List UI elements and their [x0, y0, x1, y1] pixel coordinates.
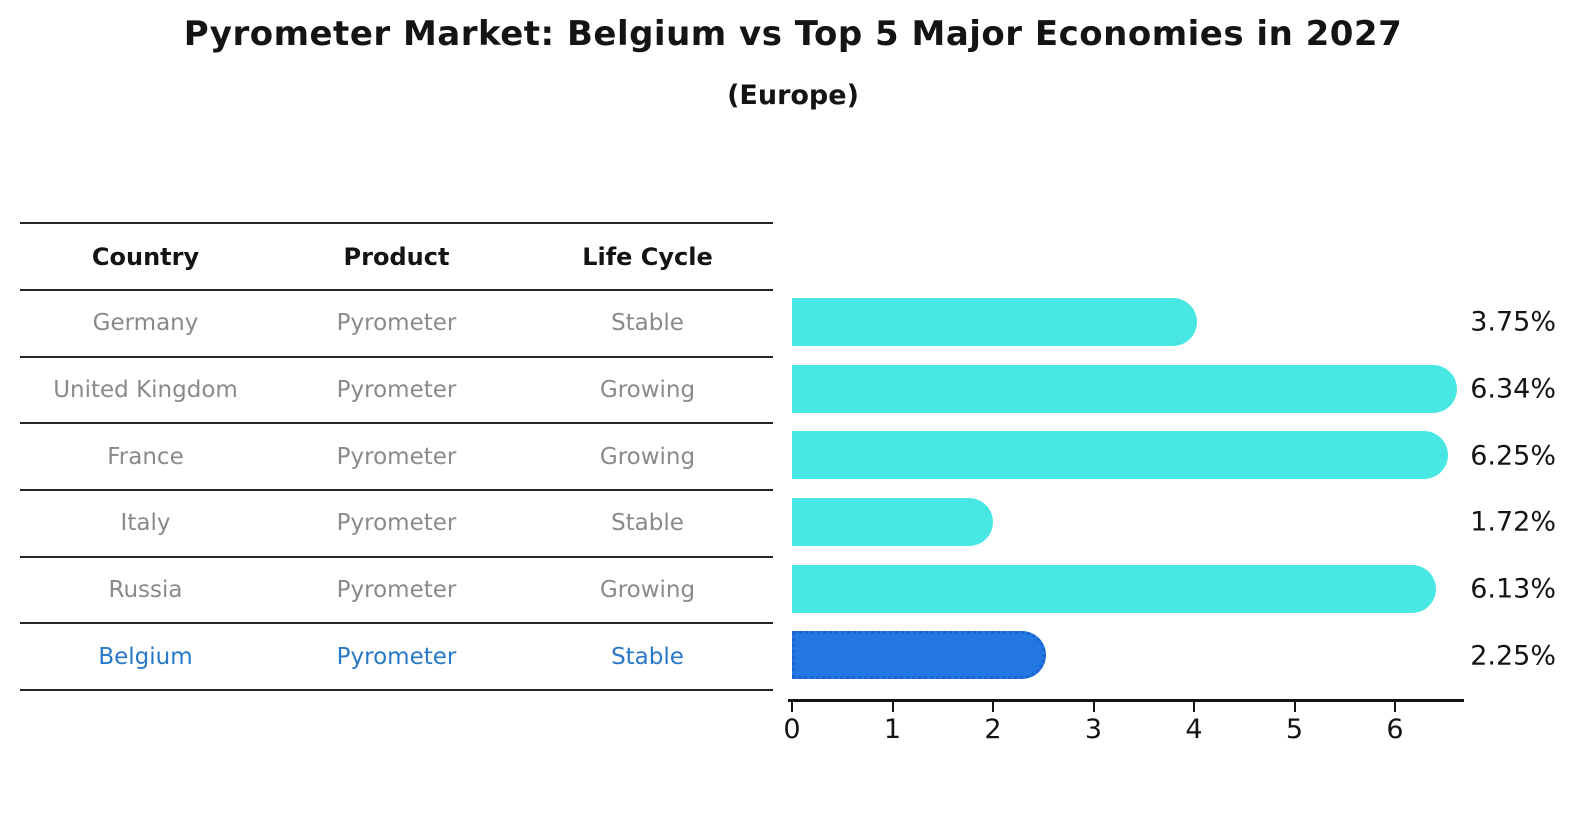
tick-label: 4	[1185, 714, 1203, 745]
cell-product: Pyrometer	[336, 443, 457, 470]
bar-chart: 3.75% 6.34% 6.25% 1.72% 6.13% 2.25%	[792, 289, 1586, 689]
tick-mark	[1092, 702, 1095, 712]
bar-row-france: 6.25%	[792, 422, 1586, 489]
country-table: Country Product Life Cycle Germany Pyrom…	[20, 222, 773, 692]
cell-product: Pyrometer	[336, 643, 457, 670]
bar-row-italy: 1.72%	[792, 489, 1586, 556]
cell-product: Pyrometer	[336, 377, 457, 404]
bar-row-germany: 3.75%	[792, 289, 1586, 356]
cell-country: Russia	[108, 577, 183, 604]
table-row-russia: Russia Pyrometer Growing	[20, 558, 773, 625]
value-label-france: 6.25%	[1470, 440, 1556, 472]
tick-mark	[992, 702, 994, 712]
cell-country: France	[107, 443, 184, 470]
value-label-united-kingdom: 6.34%	[1470, 373, 1556, 405]
page-subtitle: (Europe)	[727, 80, 859, 111]
tick-mark	[1394, 702, 1396, 712]
cell-life-cycle: Growing	[599, 377, 696, 404]
cell-product: Pyrometer	[336, 510, 457, 537]
value-label-russia: 6.13%	[1470, 573, 1556, 605]
tick-mark	[791, 702, 793, 712]
bar-italy	[792, 497, 993, 546]
cell-product: Pyrometer	[336, 310, 457, 337]
value-label-belgium: 2.25%	[1470, 640, 1556, 672]
cell-country: United Kingdom	[53, 377, 238, 404]
value-label-italy: 1.72%	[1470, 506, 1556, 538]
x-axis: 0 1 2 3 4 5 6	[783, 699, 1492, 759]
cell-life-cycle: Growing	[599, 443, 696, 470]
cell-country: Italy	[120, 510, 171, 537]
tick-mark	[1293, 702, 1296, 712]
bar-row-united-kingdom: 6.34%	[792, 356, 1586, 423]
cell-life-cycle: Stable	[611, 310, 684, 337]
table-row-france: France Pyrometer Growing	[20, 424, 773, 492]
tick-label: 1	[883, 714, 902, 745]
column-header-product: Product	[343, 242, 450, 271]
bar-united-kingdom	[792, 364, 1458, 413]
bar-russia	[792, 564, 1437, 613]
tick-label: 6	[1386, 714, 1404, 745]
table-row-united-kingdom: United Kingdom Pyrometer Growing	[20, 358, 773, 425]
bar-france	[792, 431, 1449, 480]
tick-label: 2	[984, 714, 1002, 745]
bar-row-russia: 6.13%	[792, 556, 1586, 623]
bar-germany	[792, 298, 1197, 346]
table-header-row: Country Product Life Cycle	[20, 224, 773, 291]
tick-label: 0	[783, 714, 801, 745]
cell-product: Pyrometer	[336, 577, 457, 604]
cell-country: Germany	[92, 310, 199, 337]
cell-life-cycle: Stable	[611, 643, 684, 670]
cell-life-cycle: Stable	[611, 510, 684, 537]
tick-mark	[891, 702, 894, 712]
tick-mark	[1193, 702, 1195, 712]
cell-country: Belgium	[98, 643, 193, 670]
tick-label: 3	[1084, 714, 1103, 745]
table-row-belgium: Belgium Pyrometer Stable	[20, 624, 773, 692]
value-label-germany: 3.75%	[1470, 306, 1556, 338]
column-header-life-cycle: Life Cycle	[582, 242, 713, 271]
x-axis-line	[788, 699, 1464, 702]
column-header-country: Country	[91, 242, 200, 271]
table-row-italy: Italy Pyrometer Stable	[20, 491, 773, 558]
bar-row-belgium: 2.25%	[792, 622, 1586, 689]
tick-label: 5	[1285, 714, 1304, 745]
table-row-germany: Germany Pyrometer Stable	[20, 291, 773, 358]
bar-belgium	[792, 631, 1047, 680]
page-title: Pyrometer Market: Belgium vs Top 5 Major…	[183, 14, 1403, 54]
cell-life-cycle: Growing	[599, 577, 696, 604]
